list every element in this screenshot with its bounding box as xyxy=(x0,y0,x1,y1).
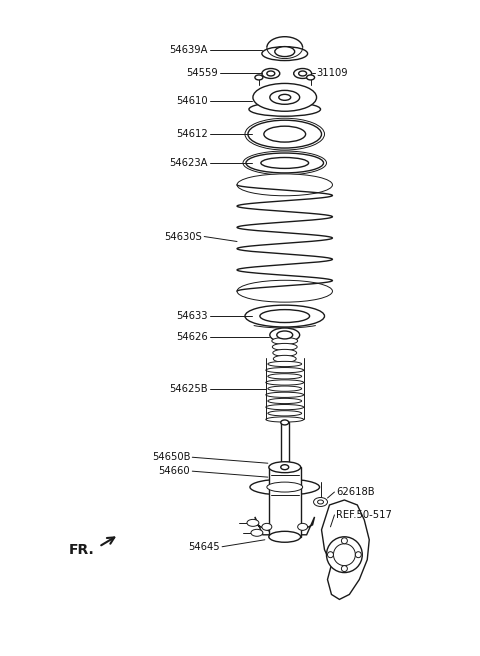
Ellipse shape xyxy=(327,552,334,558)
Ellipse shape xyxy=(251,529,263,537)
Polygon shape xyxy=(322,500,369,600)
Ellipse shape xyxy=(270,91,300,104)
Ellipse shape xyxy=(237,280,333,302)
Ellipse shape xyxy=(266,392,304,398)
Ellipse shape xyxy=(266,380,304,385)
Ellipse shape xyxy=(262,68,280,79)
Ellipse shape xyxy=(249,102,321,116)
Ellipse shape xyxy=(270,328,300,342)
Text: 54639A: 54639A xyxy=(170,45,208,54)
Text: 54660: 54660 xyxy=(159,466,190,476)
Ellipse shape xyxy=(341,565,348,571)
Ellipse shape xyxy=(341,538,348,544)
Ellipse shape xyxy=(250,479,320,495)
Ellipse shape xyxy=(326,537,362,573)
Text: FR.: FR. xyxy=(69,543,95,557)
Ellipse shape xyxy=(260,310,310,323)
Ellipse shape xyxy=(269,531,300,543)
Bar xyxy=(269,467,300,537)
Ellipse shape xyxy=(299,71,307,76)
Text: 54610: 54610 xyxy=(177,96,208,106)
Ellipse shape xyxy=(318,500,324,504)
Ellipse shape xyxy=(267,71,275,76)
Ellipse shape xyxy=(273,350,297,356)
Ellipse shape xyxy=(264,126,306,142)
Ellipse shape xyxy=(268,374,301,379)
Text: REF.50-517: REF.50-517 xyxy=(336,510,392,520)
Ellipse shape xyxy=(266,405,304,410)
Ellipse shape xyxy=(294,68,312,79)
Text: 54623A: 54623A xyxy=(170,158,208,168)
Ellipse shape xyxy=(262,47,308,60)
Ellipse shape xyxy=(268,361,301,367)
Ellipse shape xyxy=(268,411,301,416)
Text: 54630S: 54630S xyxy=(165,232,202,241)
Text: 54650B: 54650B xyxy=(152,452,190,462)
Ellipse shape xyxy=(253,83,316,112)
Ellipse shape xyxy=(248,120,322,148)
Ellipse shape xyxy=(272,343,297,350)
Text: 54612: 54612 xyxy=(177,129,208,139)
Ellipse shape xyxy=(355,552,361,558)
Text: 62618B: 62618B xyxy=(336,487,375,497)
Text: 54645: 54645 xyxy=(189,542,220,552)
Ellipse shape xyxy=(246,153,324,173)
Ellipse shape xyxy=(247,520,259,526)
Text: 54625B: 54625B xyxy=(169,384,208,394)
Ellipse shape xyxy=(268,398,301,403)
Ellipse shape xyxy=(267,482,302,492)
Ellipse shape xyxy=(279,94,291,100)
Text: 31109: 31109 xyxy=(316,68,348,79)
Ellipse shape xyxy=(313,497,327,506)
Ellipse shape xyxy=(261,157,309,169)
Ellipse shape xyxy=(269,462,300,473)
Polygon shape xyxy=(255,517,314,535)
Ellipse shape xyxy=(272,337,298,344)
Ellipse shape xyxy=(237,174,333,195)
Ellipse shape xyxy=(307,75,314,80)
Ellipse shape xyxy=(298,523,308,530)
Ellipse shape xyxy=(268,386,301,391)
Ellipse shape xyxy=(281,464,288,470)
Ellipse shape xyxy=(273,356,296,362)
Ellipse shape xyxy=(266,367,304,373)
Ellipse shape xyxy=(275,47,295,56)
Ellipse shape xyxy=(277,331,293,339)
Ellipse shape xyxy=(334,544,355,565)
Ellipse shape xyxy=(266,417,304,422)
Ellipse shape xyxy=(255,75,263,80)
Ellipse shape xyxy=(281,420,288,425)
Bar xyxy=(281,422,288,467)
Text: 54559: 54559 xyxy=(186,68,218,79)
Text: 54633: 54633 xyxy=(177,311,208,321)
Ellipse shape xyxy=(245,305,324,327)
Text: 54626: 54626 xyxy=(177,332,208,342)
Ellipse shape xyxy=(262,523,272,530)
